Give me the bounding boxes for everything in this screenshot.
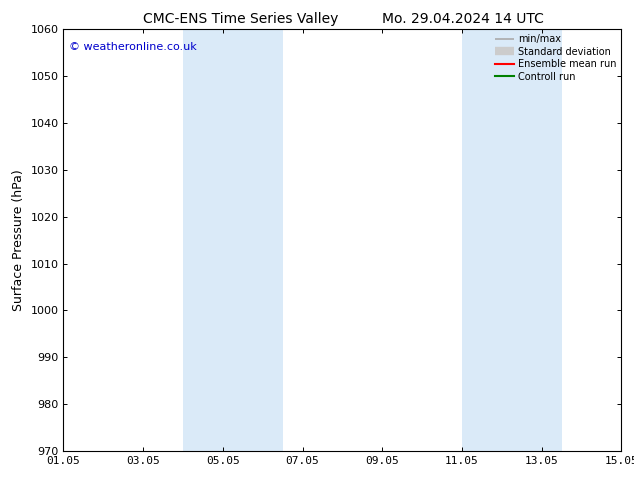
Text: Mo. 29.04.2024 14 UTC: Mo. 29.04.2024 14 UTC [382, 12, 544, 26]
Bar [183, 29, 283, 451]
Bar [462, 29, 562, 451]
Text: © weatheronline.co.uk: © weatheronline.co.uk [69, 42, 197, 52]
Legend: min/max, Standard deviation, Ensemble mean run, Controll run: min/max, Standard deviation, Ensemble me… [493, 32, 618, 83]
Y-axis label: Surface Pressure (hPa): Surface Pressure (hPa) [12, 169, 25, 311]
Text: CMC-ENS Time Series Valley: CMC-ENS Time Series Valley [143, 12, 339, 26]
